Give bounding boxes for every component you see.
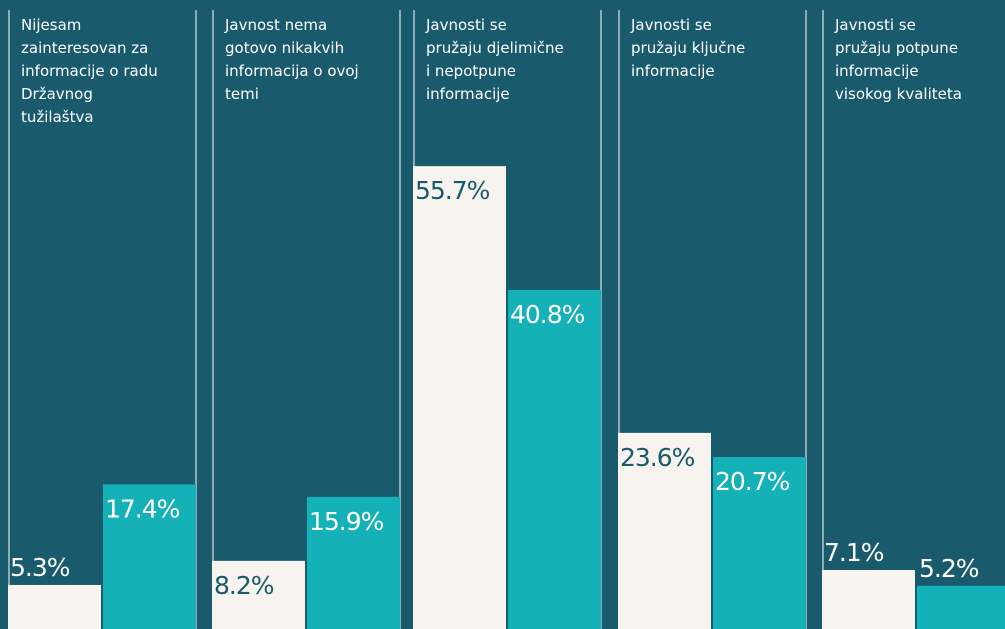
bar xyxy=(307,496,400,629)
value-label: 40.8% xyxy=(510,300,585,329)
category-label: Javnosti se pružaju djelimične i nepotpune… xyxy=(425,16,564,103)
bar xyxy=(713,456,806,629)
value-label: 55.7% xyxy=(415,176,490,205)
value-label: 5.3% xyxy=(10,553,70,582)
bar xyxy=(103,484,196,629)
value-label: 23.6% xyxy=(620,443,695,472)
category-label: Nijesam zainteresovan za informacije o rad… xyxy=(21,16,158,126)
category-label: Javnosti se pružaju ključne informacije xyxy=(630,16,745,80)
bar xyxy=(413,166,506,629)
category-label: Javnost nema gotovo nikakvih informacija o… xyxy=(224,16,359,103)
bar xyxy=(822,569,915,629)
value-label: 15.9% xyxy=(309,507,384,536)
value-label: 7.1% xyxy=(824,538,884,567)
value-label: 8.2% xyxy=(214,571,274,600)
value-label: 5.2% xyxy=(919,554,979,583)
value-label: 20.7% xyxy=(715,467,790,496)
bar xyxy=(212,560,305,629)
category-label: Javnosti se pružaju potpune informacije vis… xyxy=(834,16,962,103)
bar xyxy=(618,432,711,629)
bar xyxy=(917,585,1005,629)
bar xyxy=(508,289,601,629)
bar xyxy=(8,584,101,629)
value-label: 17.4% xyxy=(105,494,180,523)
